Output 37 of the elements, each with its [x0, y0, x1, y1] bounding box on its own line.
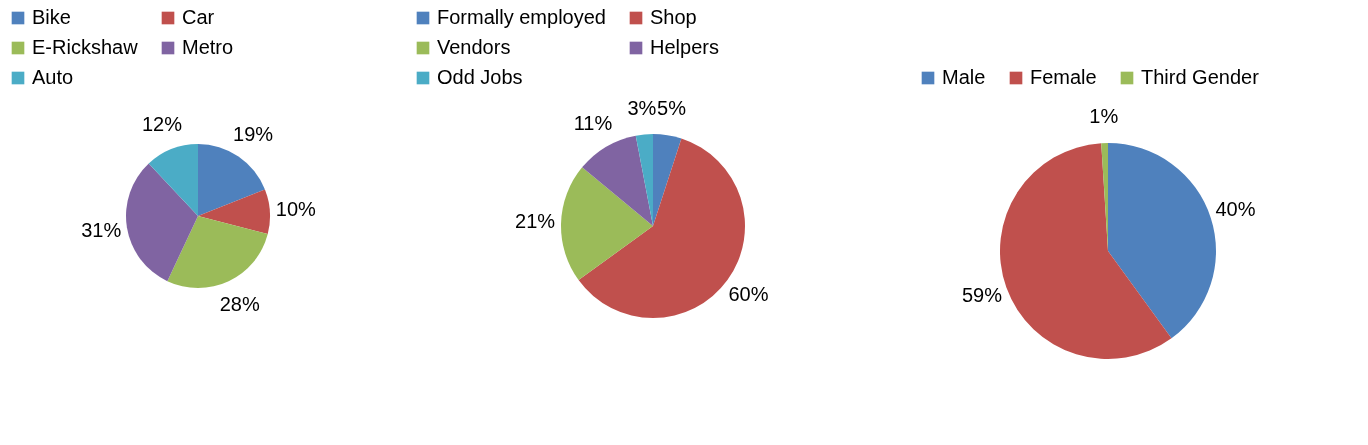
pie-slice — [126, 163, 198, 282]
legend-label: Third Gender — [1141, 66, 1260, 88]
legend-label: Car — [182, 6, 215, 28]
data-label: 10% — [275, 197, 317, 220]
legend-label: Auto — [32, 66, 74, 88]
legend-label: Male — [942, 66, 986, 88]
data-label: 60% — [728, 283, 769, 306]
data-label: 11% — [573, 112, 613, 135]
pie-slice — [1108, 143, 1216, 339]
data-label: 3% — [627, 96, 657, 119]
legend-label: E-Rickshaw — [32, 36, 139, 58]
pie-slice — [561, 167, 653, 281]
data-label: 12% — [141, 112, 183, 135]
data-label: 1% — [1089, 105, 1119, 128]
data-label: 19% — [233, 122, 274, 145]
legend-label: Shop — [650, 6, 697, 28]
legend-label: Female — [1030, 66, 1097, 88]
pie-slice — [198, 189, 270, 234]
pie-slice — [198, 144, 265, 216]
legend-label: Vendors — [437, 36, 511, 58]
pie-slice — [167, 216, 268, 288]
data-label: 59% — [961, 284, 1003, 307]
pie-slice — [635, 134, 653, 226]
pie-slice — [582, 135, 653, 226]
data-label: 21% — [515, 210, 556, 233]
data-label: 40% — [1215, 197, 1256, 220]
pie-slice — [1000, 143, 1172, 359]
data-label: 28% — [219, 292, 260, 315]
legend-label: Formally employed — [437, 6, 606, 28]
legend-label: Odd Jobs — [437, 66, 523, 88]
legend-label: Bike — [32, 6, 71, 28]
legend-label: Helpers — [650, 36, 719, 58]
pie-slice — [148, 144, 198, 216]
data-label: 5% — [657, 97, 687, 120]
legend-label: Metro — [182, 36, 234, 58]
pie-slice — [653, 134, 682, 226]
data-label: 31% — [81, 219, 122, 242]
